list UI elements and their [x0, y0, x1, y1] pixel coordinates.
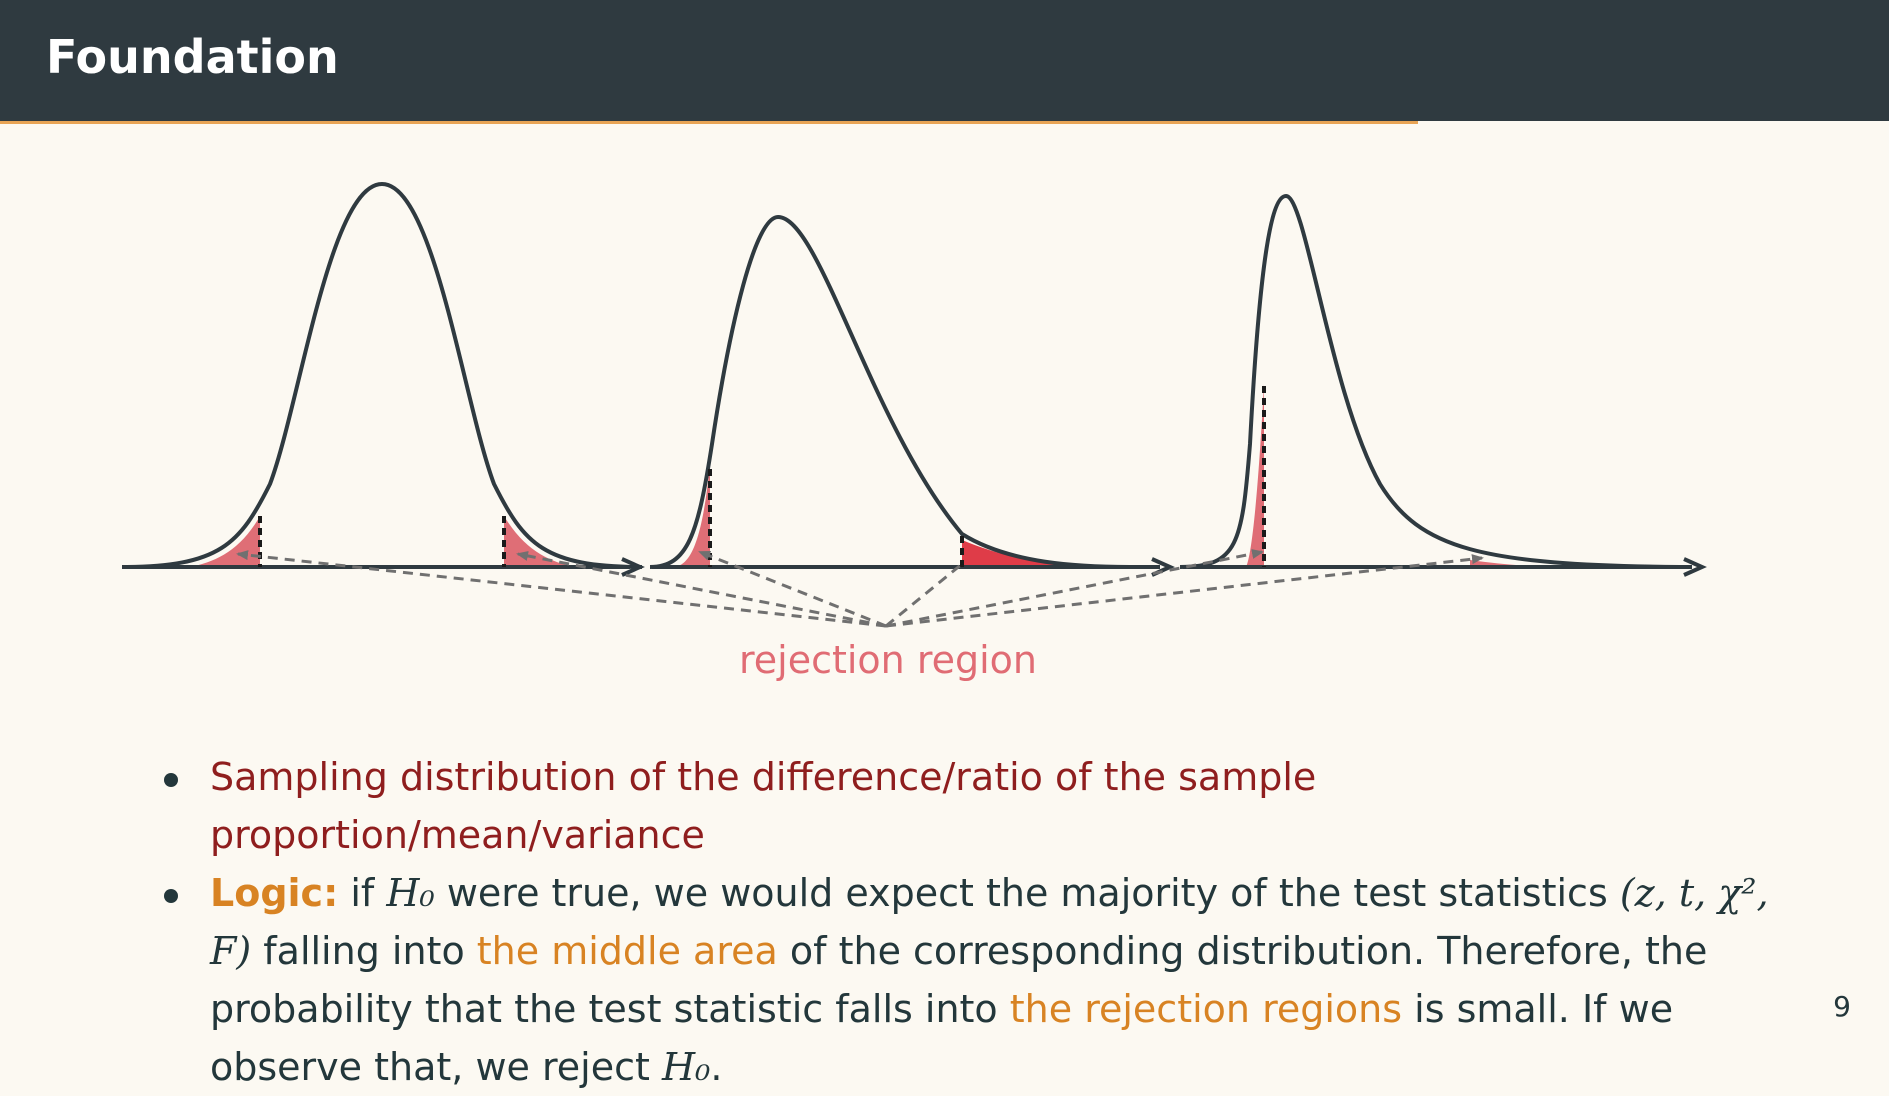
- rejection-region-diagram: rejection region: [121, 181, 1707, 682]
- h0-symbol: H₀: [386, 871, 435, 915]
- rejection-region-label: rejection region: [739, 638, 1037, 682]
- pointer-4: [885, 562, 963, 628]
- logic-label: Logic:: [210, 871, 339, 915]
- logic-text-1: if: [338, 871, 387, 915]
- distribution-curve: [1179, 193, 1681, 569]
- bullet-list: Sampling distribution of the difference/…: [160, 748, 1780, 1096]
- bullet-item-sampling: Sampling distribution of the difference/…: [160, 748, 1780, 864]
- rejection-region-pointers: [236, 549, 1484, 628]
- x-axis-arrowhead: [1683, 557, 1707, 577]
- header-rule: [0, 121, 1418, 124]
- panel-strongly-skewed: [1179, 193, 1707, 577]
- logic-text-2: were true, we would expect the majority …: [434, 871, 1620, 915]
- logic-text-4: of the corresponding distribution. There…: [210, 929, 1708, 1031]
- left-tail-fill: [675, 464, 710, 567]
- pointer-2: [516, 551, 887, 628]
- logic-text-6: .: [710, 1045, 723, 1089]
- rejection-regions-highlight: the rejection regions: [1009, 987, 1403, 1031]
- distribution-curve: [649, 214, 1131, 569]
- panel-right-skewed: [649, 214, 1175, 577]
- sampling-text: Sampling distribution of the difference/…: [210, 755, 1317, 857]
- pointer-6: [885, 554, 1484, 628]
- page-number: 9: [1833, 990, 1851, 1023]
- slide-title: Foundation: [46, 30, 339, 84]
- bullet-dot: [164, 773, 178, 787]
- right-tail-fill: [962, 540, 1080, 567]
- distribution-curve: [121, 181, 643, 569]
- test-statistics-list: (z, t, χ², F): [210, 871, 1769, 973]
- left-tail-fill: [1246, 384, 1264, 567]
- middle-area-highlight: the middle area: [476, 929, 778, 973]
- header-bar: Foundation: [0, 0, 1889, 121]
- pointer-1: [236, 550, 887, 628]
- panel-symmetric: [121, 181, 645, 577]
- x-axis-arrowhead: [621, 557, 645, 577]
- pointer-5: [885, 549, 1264, 628]
- logic-text-3: falling into: [251, 929, 477, 973]
- h0-symbol-end: H₀: [661, 1045, 711, 1089]
- bullet-item-logic: Logic: if H₀ were true, we would expect …: [160, 864, 1780, 1096]
- bullet-dot: [164, 889, 178, 903]
